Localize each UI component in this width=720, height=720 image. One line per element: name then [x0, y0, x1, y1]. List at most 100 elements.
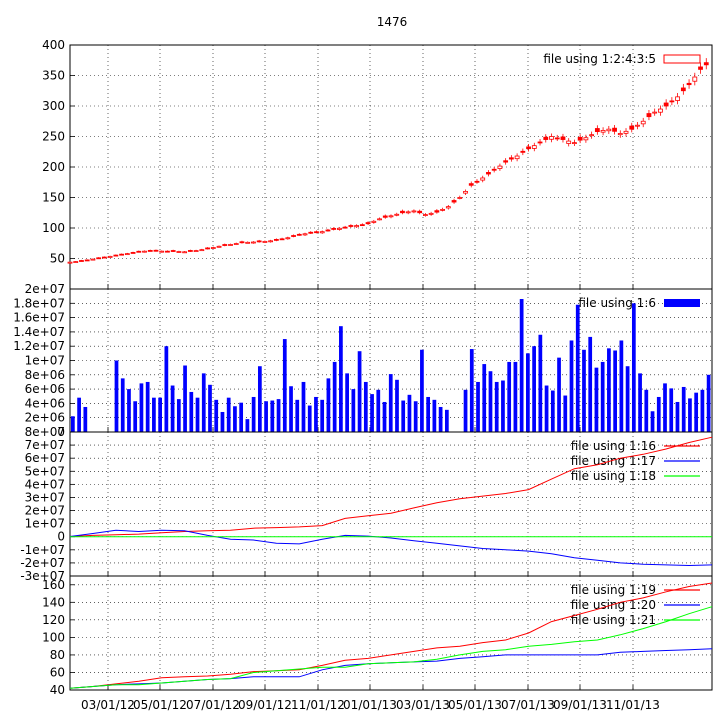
xtick-label: 03/01/13 [396, 698, 450, 712]
volume-bar [277, 399, 281, 432]
volume-bar [470, 349, 474, 432]
volume-bar [601, 362, 605, 432]
legend-label: file using 1:20 [571, 598, 656, 612]
xtick-label: 05/01/13 [448, 698, 502, 712]
candle-body [165, 251, 169, 252]
volume-bar [270, 401, 274, 432]
xtick-label: 07/01/13 [501, 698, 555, 712]
candle-body [469, 184, 473, 186]
ytick-label: 350 [42, 69, 65, 83]
ytick-label: 100 [42, 630, 65, 644]
candle-body [292, 236, 296, 237]
candle-body [79, 260, 83, 261]
ytick-label: 1e+07 [25, 517, 65, 531]
candle-body [148, 250, 152, 251]
volume-bar [351, 389, 355, 432]
candle-body [521, 151, 525, 152]
candle-body [188, 250, 192, 251]
candle-body [590, 135, 594, 136]
candle-body [618, 133, 622, 134]
candle-body [154, 250, 158, 251]
volume-bar [152, 398, 156, 432]
candle-body [567, 141, 571, 143]
volume-bar [121, 378, 125, 432]
volume-bar [595, 368, 599, 432]
candle-body [595, 128, 599, 131]
volume-bar [171, 386, 175, 432]
candle-body [532, 146, 536, 149]
candle-body [171, 251, 175, 252]
candle-body [561, 137, 565, 140]
candle-body [458, 198, 462, 199]
volume-bar [196, 398, 200, 432]
candle-body [355, 226, 359, 227]
volume-bar [264, 401, 268, 432]
candle-body [378, 219, 382, 220]
candle-body [131, 252, 135, 253]
volume-bar [694, 393, 698, 432]
candle-body [607, 129, 611, 131]
legend-label: file using 1:19 [571, 583, 656, 597]
ytick-label: 8e+07 [25, 425, 65, 439]
candle-body [160, 251, 164, 252]
ytick-label: 0 [57, 530, 65, 544]
xtick-label: 11/01/13 [606, 698, 660, 712]
candle-body [360, 225, 364, 226]
candle-body [670, 101, 674, 102]
candle-body [309, 232, 313, 233]
volume-bar [283, 339, 287, 432]
ytick-label: 40 [50, 683, 65, 697]
ytick-label: 1.2e+07 [13, 339, 65, 353]
volume-bar [333, 362, 337, 432]
candle-body [85, 260, 89, 261]
ytick-label: 50 [50, 252, 65, 266]
volume-bar [177, 399, 181, 432]
candle-body [326, 230, 330, 231]
candle-body [584, 138, 588, 140]
candle-body [337, 228, 341, 229]
candle-body [406, 212, 410, 213]
volume-bar [476, 382, 480, 432]
legend-label: file using 1:21 [571, 613, 656, 627]
ytick-label: 4e+07 [25, 477, 65, 491]
candle-body [143, 251, 147, 252]
candle-body [68, 262, 72, 263]
volume-bar [233, 406, 237, 432]
candle-body [211, 248, 215, 249]
volume-bar [214, 400, 218, 432]
panel-1: 02e+064e+066e+068e+061e+071.2e+071.4e+07… [13, 282, 712, 439]
candle-body [624, 131, 628, 133]
candle-body [395, 214, 399, 215]
candle-body [263, 241, 267, 242]
panel-2: -3e+07-2e+07-1e+0701e+072e+073e+074e+075… [20, 425, 712, 583]
candle-body [274, 239, 278, 240]
candle-body [515, 156, 519, 159]
candle-body [183, 252, 187, 253]
volume-bar [258, 366, 262, 432]
candle-body [314, 232, 318, 233]
ytick-label: 6e+06 [25, 382, 65, 396]
volume-bar [644, 390, 648, 432]
volume-bar [83, 407, 87, 432]
panel-0: 50 100 150 200 250 300 350 400 file using 1:2:4:… [42, 38, 712, 289]
candle-body [343, 227, 347, 228]
volume-bar [227, 398, 231, 432]
volume-bar [252, 397, 256, 432]
volume-bar [482, 364, 486, 432]
ytick-label: 120 [42, 613, 65, 627]
volume-bar [115, 361, 119, 433]
candle-body [217, 246, 221, 247]
candle-body [320, 232, 324, 233]
candle-body [372, 221, 376, 222]
candle-body [635, 125, 639, 126]
volume-bar [71, 416, 75, 432]
volume-bar [127, 389, 131, 432]
candle-body [280, 239, 284, 240]
candle-body [349, 225, 353, 226]
volume-bar [395, 380, 399, 432]
candle-body [223, 245, 227, 246]
volume-bar [133, 401, 137, 432]
volume-bar [638, 373, 642, 432]
volume-bar [370, 394, 374, 432]
